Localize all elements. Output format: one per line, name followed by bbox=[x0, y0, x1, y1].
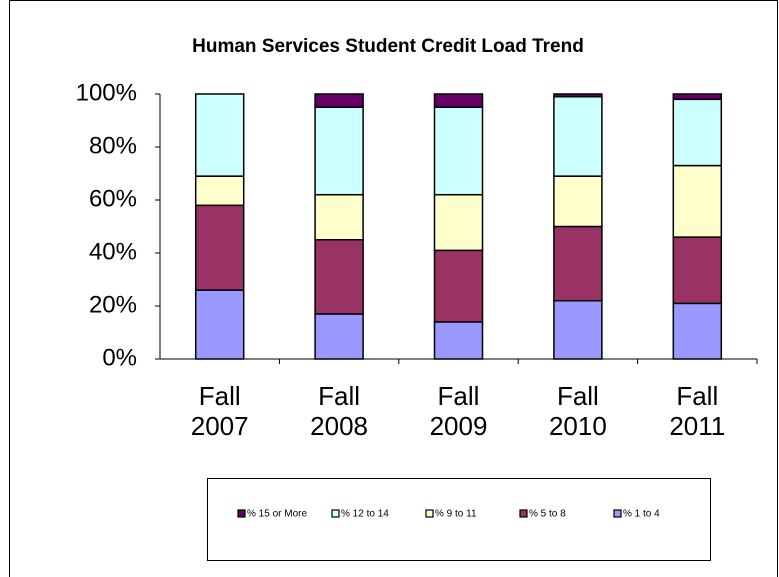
x-tick-label: Fall 2007 bbox=[190, 381, 249, 441]
legend-label: % 9 to 11 bbox=[435, 509, 477, 520]
chart-frame bbox=[9, 0, 778, 577]
chart-title: Human Services Student Credit Load Trend bbox=[192, 36, 584, 57]
bar-segment bbox=[314, 239, 364, 315]
bar-segment bbox=[553, 225, 603, 302]
y-tick-label: 60% bbox=[89, 185, 137, 212]
legend-swatch bbox=[237, 509, 246, 518]
legend-label: % 12 to 14 bbox=[341, 509, 389, 520]
bar-segment bbox=[553, 93, 603, 98]
legend-swatch bbox=[425, 509, 434, 518]
legend-swatch bbox=[613, 509, 622, 518]
x-tick-label: Fall 2008 bbox=[310, 381, 369, 441]
bar-segment bbox=[553, 299, 603, 360]
y-tick-label: 20% bbox=[89, 291, 137, 318]
y-tick-label: 100% bbox=[76, 79, 137, 106]
legend-box bbox=[207, 478, 711, 561]
legend-label: % 5 to 8 bbox=[529, 509, 566, 520]
y-tick-label: 80% bbox=[89, 132, 137, 159]
x-tick-label: Fall 2009 bbox=[429, 381, 488, 441]
bar-segment bbox=[314, 93, 364, 108]
bar-segment bbox=[433, 93, 484, 108]
bar-segment bbox=[672, 98, 723, 167]
bar-segment bbox=[194, 175, 245, 207]
legend-label: % 1 to 4 bbox=[623, 509, 660, 520]
y-tick-label: 40% bbox=[89, 238, 137, 265]
bar-segment bbox=[672, 302, 723, 360]
bar-segment bbox=[433, 106, 484, 196]
bar-segment bbox=[194, 289, 245, 360]
bar-segment bbox=[194, 93, 245, 177]
bar-segment bbox=[314, 106, 364, 196]
bar-segment bbox=[672, 236, 723, 305]
bar-segment bbox=[433, 193, 484, 252]
legend-swatch bbox=[331, 509, 340, 518]
bar-segment bbox=[433, 321, 484, 360]
legend-swatch bbox=[519, 509, 528, 518]
bar-segment bbox=[553, 175, 603, 228]
bar-segment bbox=[194, 204, 245, 291]
bar-segment bbox=[672, 93, 723, 101]
x-tick-label: Fall 2010 bbox=[548, 381, 607, 441]
bar-segment bbox=[314, 313, 364, 360]
legend-label: % 15 or More bbox=[247, 509, 307, 520]
bar-segment bbox=[553, 95, 603, 177]
y-tick-label: 0% bbox=[102, 344, 137, 371]
x-tick-label: Fall 2011 bbox=[669, 381, 726, 441]
bar-segment bbox=[672, 164, 723, 238]
bar-segment bbox=[433, 249, 484, 323]
bar-segment bbox=[314, 193, 364, 241]
